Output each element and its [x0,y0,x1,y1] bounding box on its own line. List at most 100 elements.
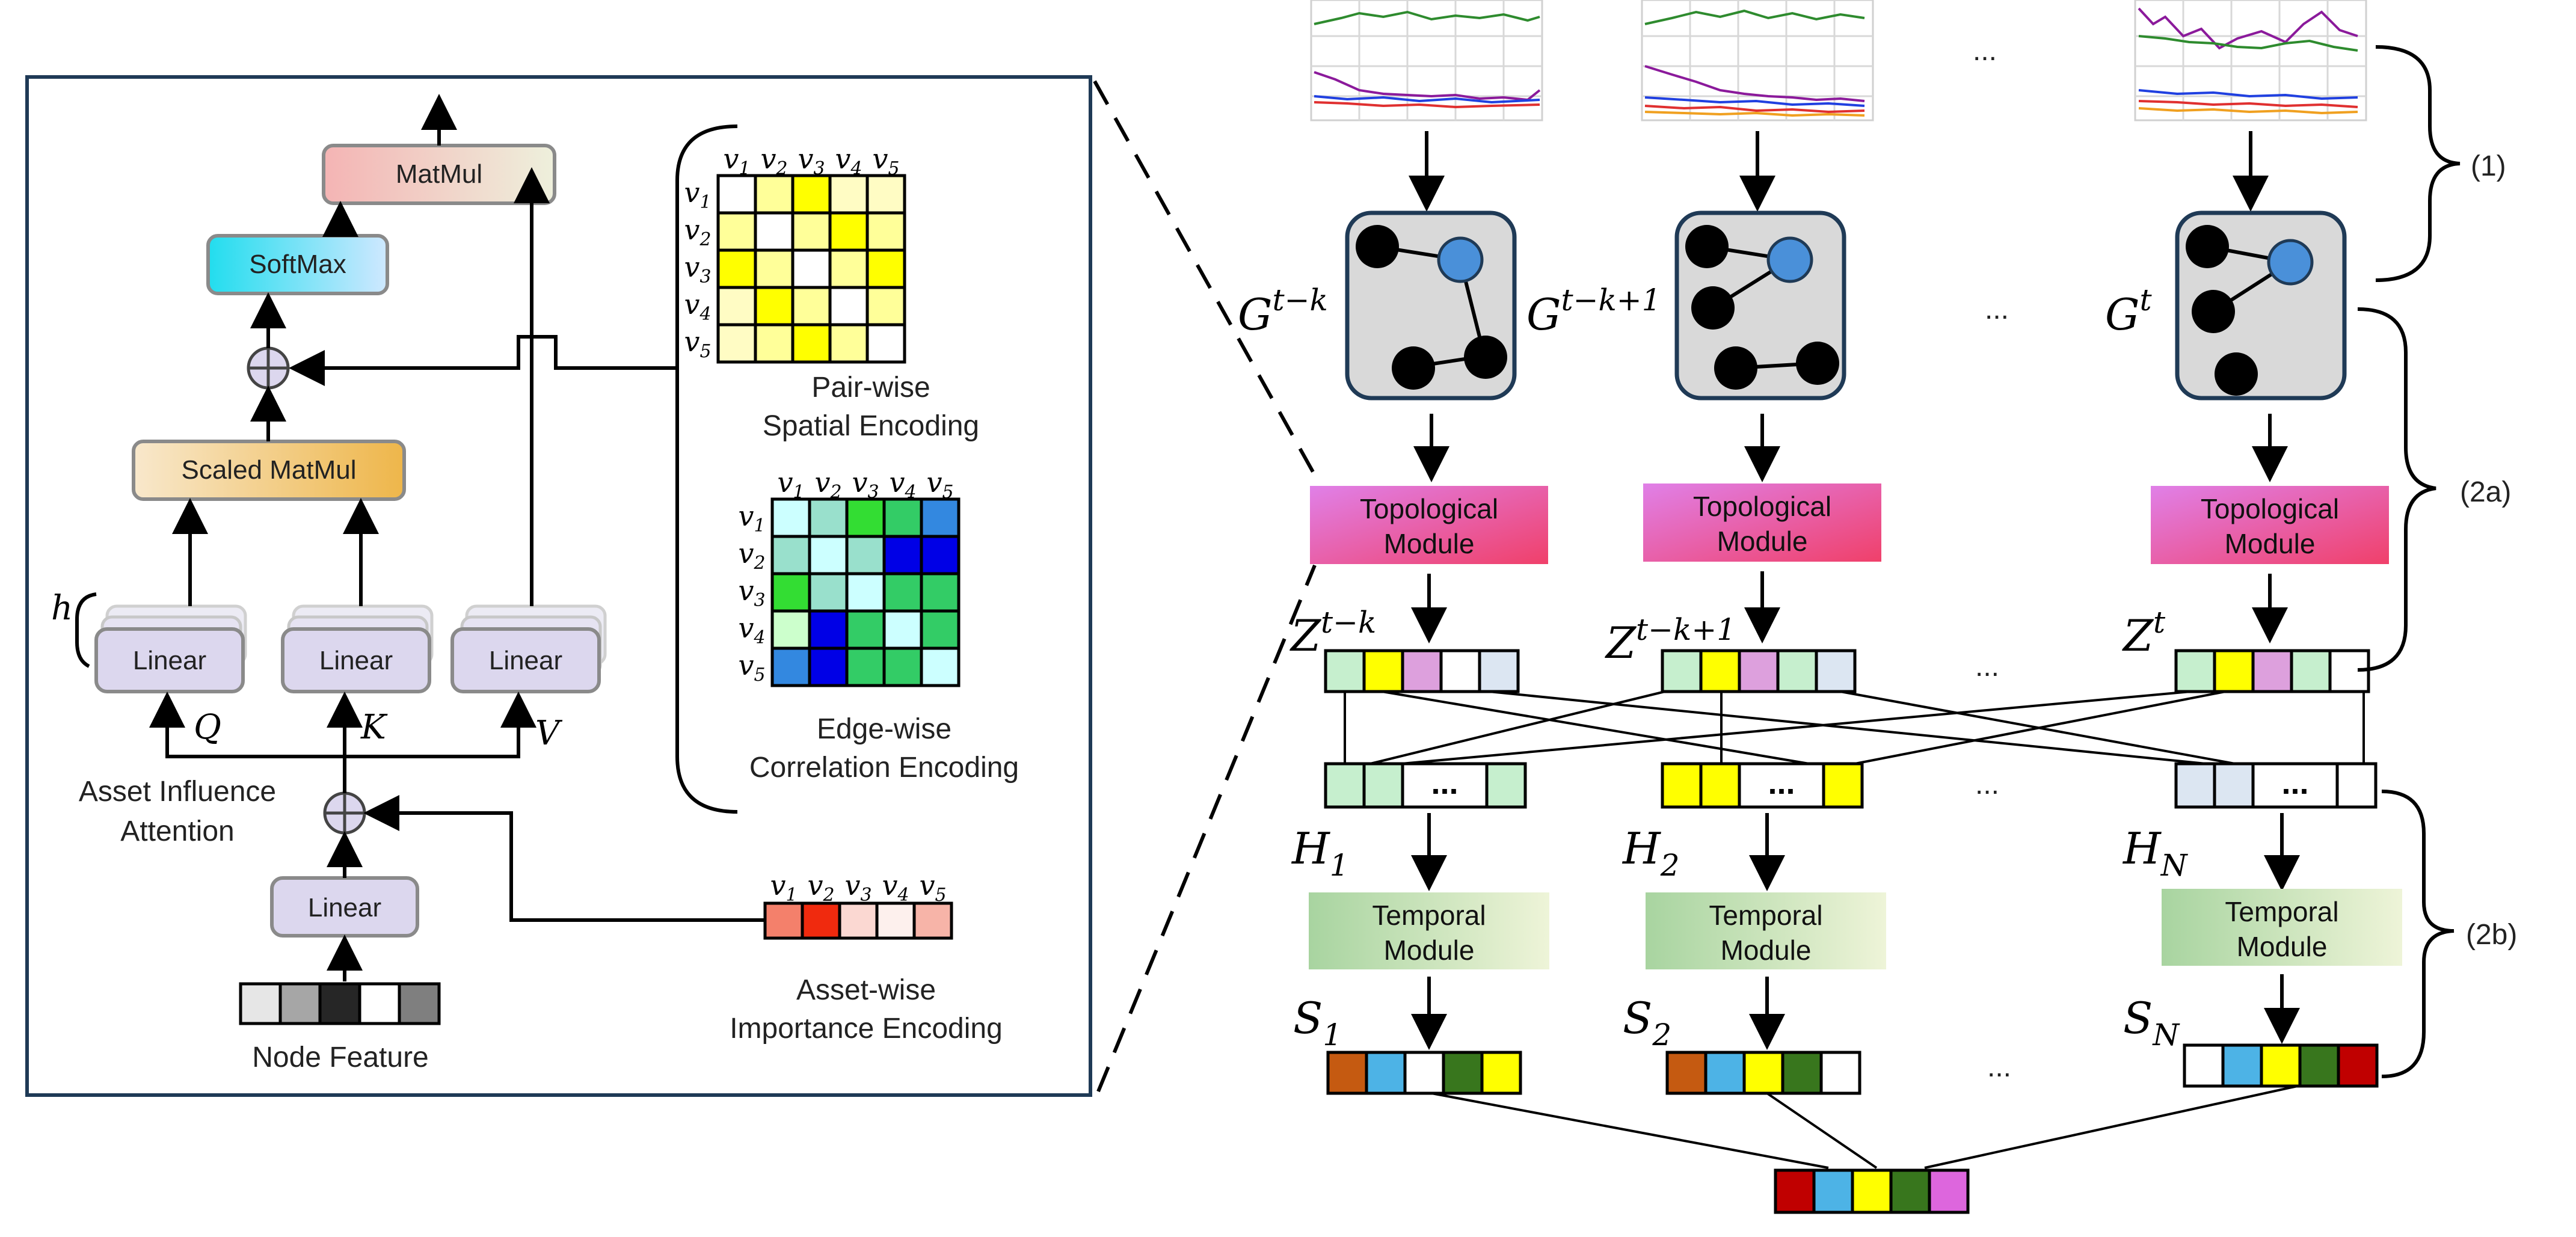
linear-v-label: Linear [489,646,562,675]
spatial-matrix-cell [828,174,869,215]
graph-label-3: Gt [2105,283,2153,340]
spatial-matrix-cell [865,323,906,364]
output-cell [1774,1168,1816,1214]
spatial-matrix-cell [716,248,757,289]
correlation-matrix-cell [845,497,886,538]
h-label-1: H1 [1291,823,1349,883]
heads-bracket [75,592,97,668]
spatial-matrix-cell [791,248,832,289]
z-label-2: Zt−k+1 [1605,612,1736,668]
temporal1-line1: Temporal [1372,900,1486,931]
correlation-matrix-cell [882,609,923,650]
topological-module-2: Topological Module [1643,483,1881,562]
correlation-matrix-cell [808,609,849,650]
spatial-matrix-cell [754,323,795,364]
z-label-1: Zt−k [1290,605,1376,661]
temporal-module-3: Temporal Module [2162,889,2402,966]
s3-cell [2298,1043,2340,1088]
node-feature-cell [398,982,441,1025]
correlation-matrix-cell [808,497,849,538]
s1-cell [1365,1051,1407,1095]
topo1-line2: Module [1384,528,1475,559]
s3-cell [2221,1043,2263,1088]
pairwise-label-line1: Pair-wise [811,372,930,404]
z-ellipsis: ... [1975,651,1999,683]
temporal-module-2: Temporal Module [1646,892,1886,969]
q-symbol: Q [194,708,221,747]
v-input-arrow [345,692,536,758]
input-linear-block: Linear [270,876,419,938]
correlation-matrix-cell [845,535,886,576]
temporal2-line1: Temporal [1709,900,1822,931]
correlation-matrix-cell [845,572,886,613]
heads-symbol: h [51,589,73,628]
scaled-matmul-block: Scaled MatMul [132,440,406,501]
graph-label-2: Gt−k+1 [1526,283,1661,340]
topo1-line1: Topological [1360,493,1498,524]
h3-cell [2335,762,2378,809]
spatial-matrix-cell [791,174,832,215]
s3-cell [2183,1043,2225,1088]
s2-cell [1742,1051,1784,1095]
z3-cell [2290,649,2332,693]
topo3-line2: Module [2225,528,2316,559]
matmul-label: MatMul [396,159,482,189]
bracket-label-2b: (2b) [2466,919,2517,951]
k-symbol: K [360,708,388,747]
price-chart-2 [1641,0,1874,121]
importance-column-labels: v1 v2 v3 v4 v5 [770,869,946,906]
encoding-brace [675,124,738,814]
s2-cell [1704,1051,1746,1095]
spatial-matrix-cell [716,323,757,364]
z1-cell [1439,649,1481,693]
importance-cell [875,901,916,940]
correlation-matrix-cell [845,609,886,650]
output-cell [1889,1168,1931,1214]
z2-cell [1815,649,1857,693]
node-label: v3 [738,574,765,611]
temporal3-line2: Module [2237,931,2328,962]
correlation-matrix-cell [882,572,923,613]
edgewise-label-line1: Edge-wise [817,713,951,745]
spatial-matrix-cell [791,211,832,252]
input-linear-label: Linear [308,893,381,922]
z1-cell [1478,649,1520,693]
correlation-matrix-cell [770,609,811,650]
s-label-2: S2 [1623,993,1671,1052]
node-label: v3 [684,251,711,287]
topological-module-3: Topological Module [2151,486,2389,564]
correlation-matrix-cell [920,535,961,576]
z2-cell [1699,649,1741,693]
graph-snapshot-1 [1345,210,1517,401]
graph-ellipsis: ... [1985,293,2009,325]
graph-label-1: Gt−k [1238,283,1328,340]
s2-cell [1819,1051,1861,1095]
spatial-matrix-cell [716,174,757,215]
spatial-matrix-cell [828,286,869,327]
correlation-matrix-cell [808,572,849,613]
correlation-matrix-cell [920,497,961,538]
chart-ellipsis: ... [1973,35,1997,67]
correlation-matrix-cell [770,572,811,613]
importance-cell [801,901,841,940]
correlation-matrix-cell [770,535,811,576]
spatial-matrix-cell [828,211,869,252]
correlation-matrix-cell [882,535,923,576]
spatial-matrix-cell [754,211,795,252]
correlation-matrix-cell [808,646,849,687]
node-feature-cell [278,982,322,1025]
topo2-line2: Module [1717,526,1808,557]
node-feature-cell [358,982,401,1025]
z3-cell [2213,649,2255,693]
softmax-label: SoftMax [249,250,346,279]
correlation-matrix-cell [920,646,961,687]
softmax-block: SoftMax [206,234,389,295]
spatial-matrix-cell [716,286,757,327]
correlation-matrix-cell [882,646,923,687]
output-cell [1812,1168,1854,1214]
z2-cell [1661,649,1703,693]
node-feature-cell [318,982,361,1025]
h1-ellipsis: ... [1431,765,1458,801]
s3-cell [2337,1043,2379,1088]
